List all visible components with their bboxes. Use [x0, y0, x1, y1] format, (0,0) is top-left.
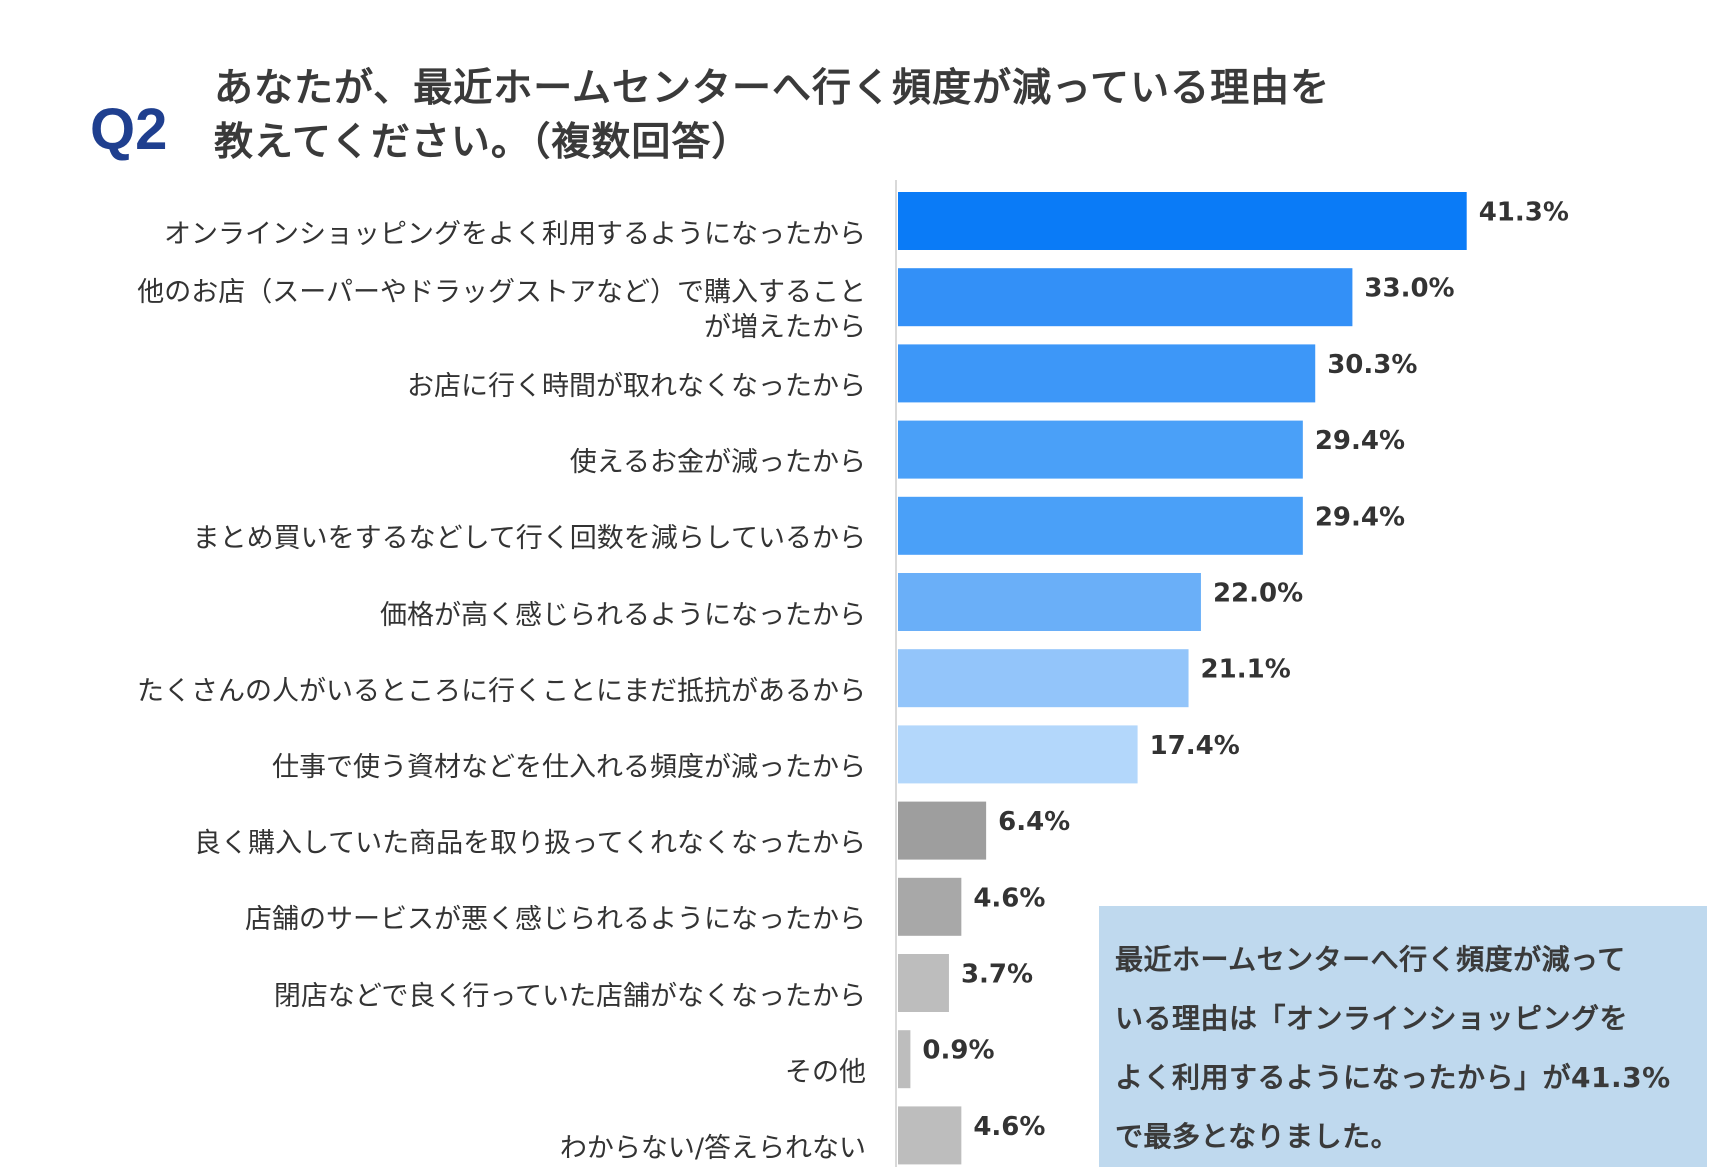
bar-2 — [898, 344, 1316, 403]
bar-1 — [898, 268, 1353, 327]
category-label-5: 価格が高く感じられるようになったから — [380, 599, 866, 631]
category-label-9: 店舗のサービスが悪く感じられるようになったから — [245, 904, 866, 936]
bar-11 — [898, 1030, 911, 1089]
title-line-2: 教えてください。（複数回答） — [214, 120, 752, 165]
category-label-2: お店に行く時間が取れなくなったから — [407, 370, 866, 402]
category-label-12: わからない/答えられない — [559, 1132, 866, 1164]
bar-3 — [898, 420, 1303, 479]
value-label-11: 0.9% — [922, 1036, 994, 1066]
category-label-11: その他 — [785, 1056, 866, 1088]
chart-title: あなたが、最近ホームセンターへ行く頻度が減っている理由を 教えてください。（複数… — [214, 62, 1330, 170]
callout-line-1: 最近ホームセンターへ行く頻度が減って — [1115, 943, 1626, 976]
value-label-3: 29.4% — [1315, 426, 1405, 456]
value-label-5: 22.0% — [1213, 579, 1303, 609]
bar-7 — [898, 725, 1138, 784]
callout-line-3: よく利用するようになったから」が41.3% — [1115, 1061, 1671, 1094]
value-label-9: 4.6% — [973, 883, 1045, 913]
value-label-0: 41.3% — [1479, 198, 1569, 228]
category-label-8: 良く購入していた商品を取り扱ってくれなくなったから — [193, 828, 866, 860]
bar-9 — [898, 877, 962, 936]
value-label-4: 29.4% — [1315, 502, 1405, 532]
value-label-8: 6.4% — [998, 807, 1070, 837]
category-label-7: 仕事で使う資材などを仕入れる頻度が減ったから — [272, 751, 866, 783]
bar-5 — [898, 573, 1201, 631]
callout-line-4: で最多となりました。 — [1115, 1120, 1400, 1153]
bar-0 — [898, 192, 1467, 250]
callout-line-2: いる理由は「オンラインショッピングを — [1115, 1002, 1629, 1035]
value-label-6: 21.1% — [1201, 655, 1291, 685]
bar-6 — [898, 649, 1189, 708]
category-label-10: 閉店などで良く行っていた店舗がなくなったから — [273, 980, 866, 1012]
category-label-4: まとめ買いをするなどして行く回数を減らしているから — [192, 523, 866, 555]
value-label-12: 4.6% — [973, 1112, 1045, 1142]
title-line-1: あなたが、最近ホームセンターへ行く頻度が減っている理由を — [214, 66, 1331, 111]
bar-10 — [898, 954, 949, 1012]
bar-4 — [898, 496, 1303, 555]
summary-callout: 最近ホームセンターへ行く頻度が減って いる理由は「オンラインショッピングを よく… — [1099, 906, 1707, 1167]
bar-8 — [898, 801, 987, 860]
category-label-3: 使えるお金が減ったから — [569, 447, 866, 479]
category-label-1: 他のお店（スーパーやドラッグストアなど）で購入すること が増えたから — [137, 277, 866, 344]
value-label-7: 17.4% — [1150, 731, 1240, 761]
bar-12 — [898, 1106, 962, 1165]
question-label: Q2 — [90, 97, 168, 162]
value-label-2: 30.3% — [1327, 350, 1417, 380]
value-label-1: 33.0% — [1364, 274, 1454, 304]
category-label-6: たくさんの人がいるところに行くことにまだ抵抗があるから — [137, 675, 866, 707]
category-label-0: オンラインショッピングをよく利用するようになったから — [164, 218, 866, 250]
value-label-10: 3.7% — [961, 960, 1033, 990]
